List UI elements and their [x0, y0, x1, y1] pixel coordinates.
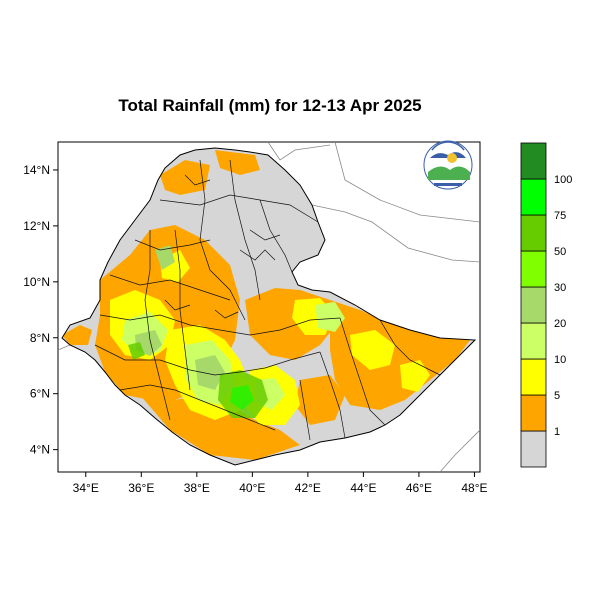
x-tick-label: 48°E [461, 481, 487, 495]
x-tick-label: 38°E [184, 481, 210, 495]
y-tick-label: 6°N [30, 387, 50, 401]
neighbor-borders [58, 142, 480, 472]
colorbar-label: 20 [554, 318, 566, 330]
colorbar-swatch [520, 178, 547, 216]
colorbar-label: 50 [554, 246, 566, 258]
x-tick-label: 40°E [239, 481, 265, 495]
y-tick-label: 4°N [30, 443, 50, 457]
x-tick-label: 46°E [406, 481, 432, 495]
y-axis: 4°N 6°N 8°N 10°N 12°N 14°N [23, 163, 58, 457]
x-tick-label: 44°E [350, 481, 376, 495]
colorbar-swatch [520, 322, 547, 360]
country-border [61, 147, 477, 466]
y-tick-label: 14°N [23, 163, 50, 177]
agency-logo [423, 140, 473, 190]
y-tick-label: 8°N [30, 331, 50, 345]
y-tick-label: 12°N [23, 219, 50, 233]
admin-boundaries [94, 159, 441, 441]
colorbar-label: 30 [554, 282, 566, 294]
colorbar-label: 100 [554, 174, 572, 186]
colorbar-label: 5 [554, 390, 560, 402]
colorbar-swatch [520, 142, 547, 180]
colorbar-label: 10 [554, 354, 566, 366]
x-tick-label: 36°E [128, 481, 154, 495]
colorbar-swatch [520, 358, 547, 396]
x-tick-label: 34°E [73, 481, 99, 495]
colorbar-swatch [520, 250, 547, 288]
colorbar-swatch [520, 394, 547, 432]
y-tick-label: 10°N [23, 275, 50, 289]
colorbar-swatch [520, 430, 547, 468]
map-title: Total Rainfall (mm) for 12-13 Apr 2025 [118, 96, 422, 115]
colorbar-label: 75 [554, 210, 566, 222]
colorbar-swatch [520, 214, 547, 252]
colorbar-label: 1 [554, 426, 560, 438]
x-axis: 34°E 36°E 38°E 40°E 42°E 44°E 46°E 48°E [73, 472, 488, 495]
colorbar: 1 5 10 20 30 50 75 100 [520, 142, 572, 468]
x-tick-label: 42°E [295, 481, 321, 495]
rainfall-75-100-areas [230, 385, 254, 410]
colorbar-swatch [520, 286, 547, 324]
